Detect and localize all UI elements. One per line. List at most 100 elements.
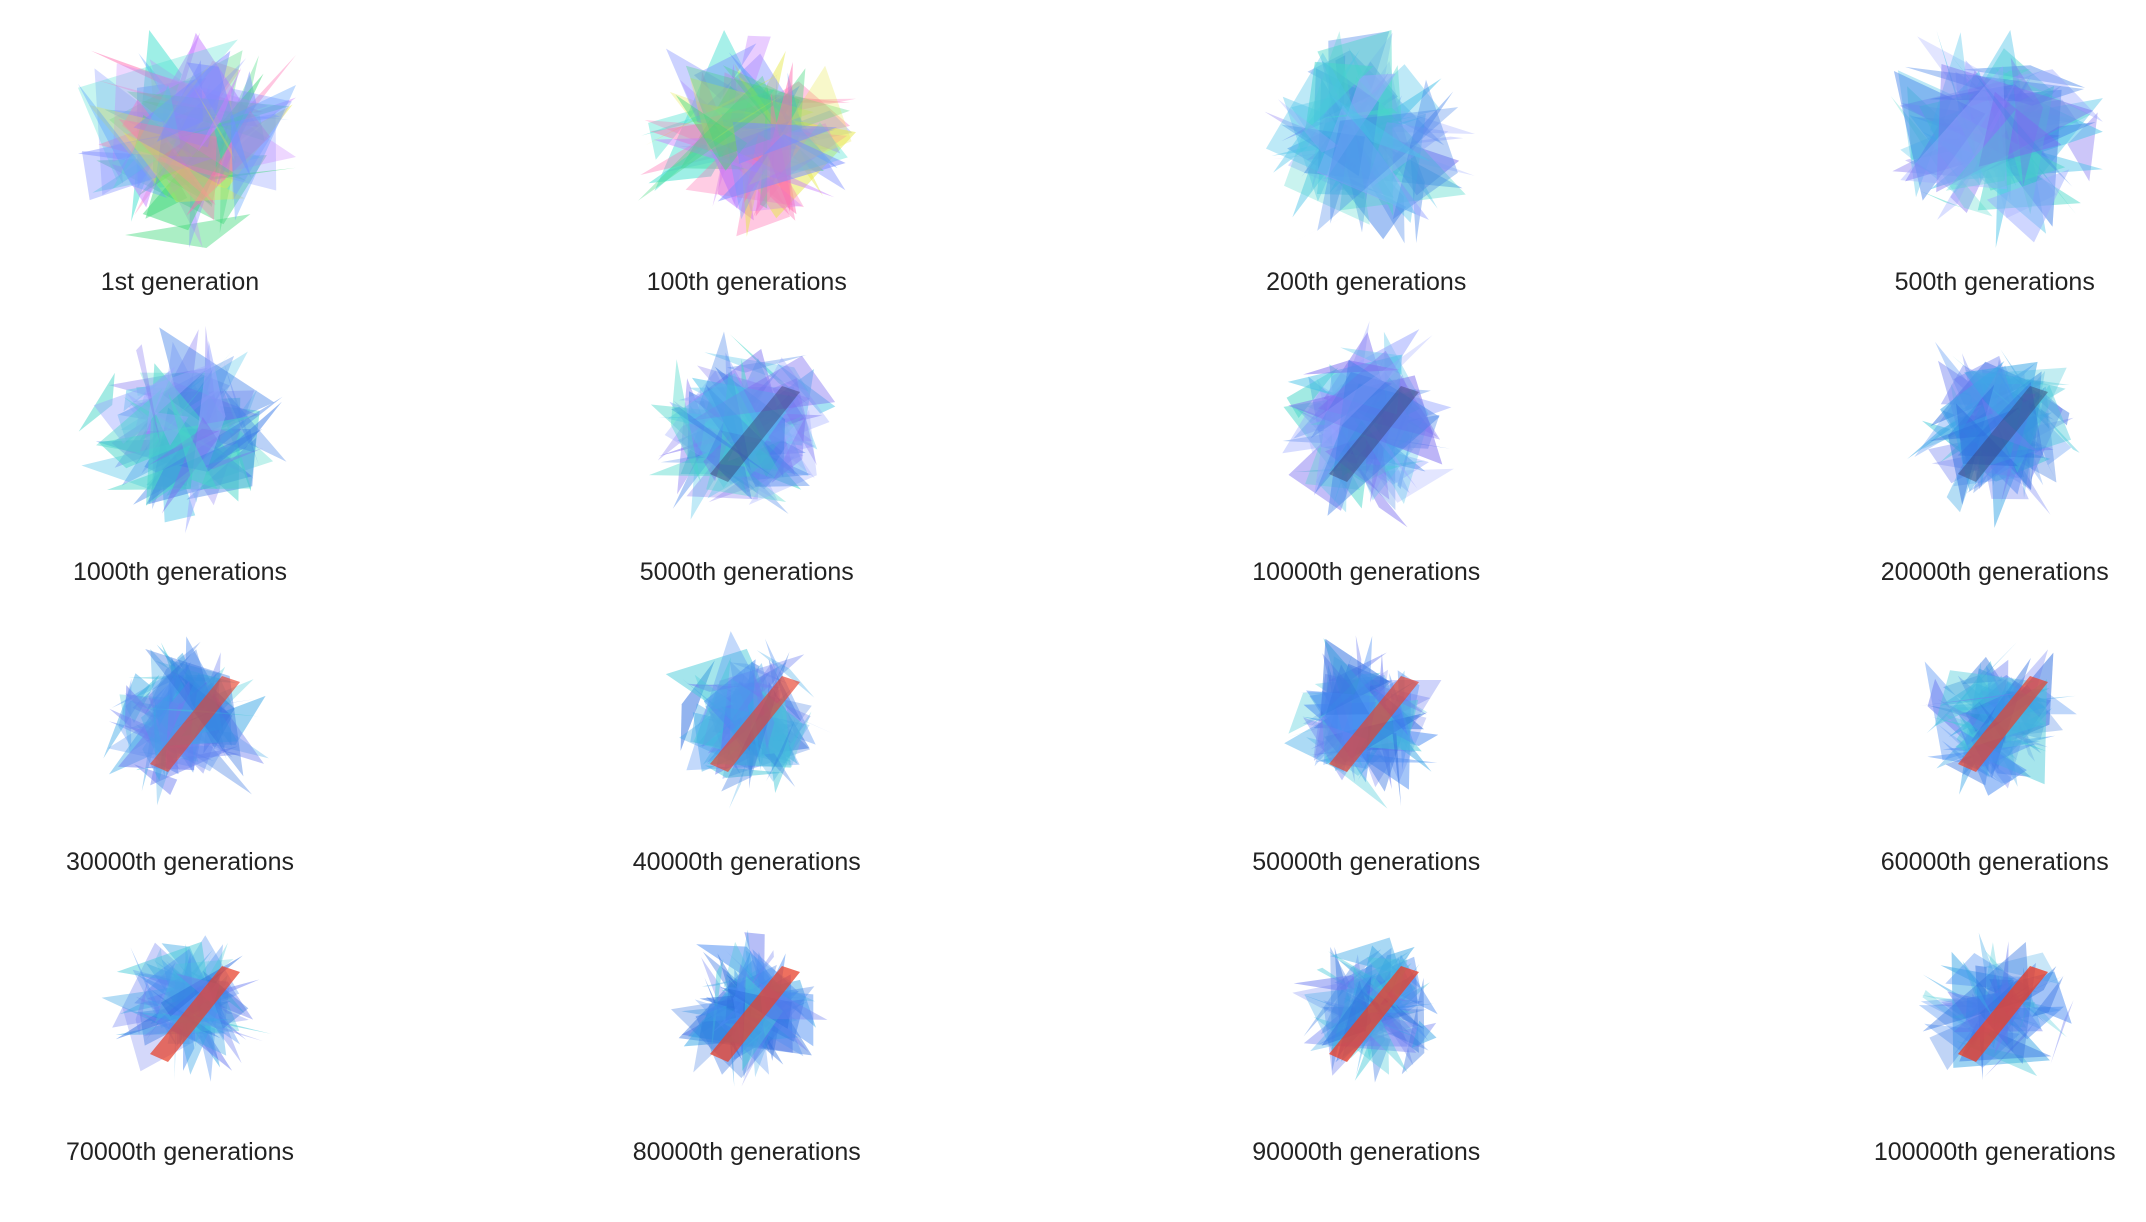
streak	[1957, 676, 2048, 772]
polygon	[670, 407, 777, 479]
polygon	[1392, 732, 1402, 806]
polygon	[664, 370, 778, 502]
polygon	[1929, 407, 2020, 441]
polygon	[1987, 385, 2071, 467]
streak	[150, 966, 240, 1062]
polygon	[1330, 461, 1399, 483]
generation-image	[1919, 641, 2077, 796]
polygon	[189, 80, 235, 162]
polygon	[1978, 91, 2062, 167]
polygon	[1325, 429, 1390, 500]
polygon	[186, 110, 271, 216]
polygon	[1988, 979, 2014, 1009]
polygon	[1281, 121, 1325, 142]
polygon	[2015, 394, 2049, 429]
gallery-item: 30000th generations	[0, 604, 537, 894]
polygon	[136, 344, 161, 444]
generation-image	[648, 331, 836, 520]
streak	[709, 966, 800, 1062]
polygon	[2030, 392, 2063, 480]
polygon	[147, 986, 221, 1039]
polygon	[708, 474, 750, 503]
streak	[1957, 386, 2048, 482]
generation-image	[637, 30, 856, 237]
generation-caption: 1st generation	[100, 268, 260, 296]
polygon	[706, 405, 752, 500]
gallery-item: 70000th generations	[0, 894, 537, 1184]
polygon	[1304, 986, 1371, 1055]
polygon	[134, 962, 176, 1006]
polygon	[1924, 661, 2000, 761]
polygon	[2000, 393, 2036, 503]
polygon	[1978, 932, 2007, 1018]
gallery-item: 80000th generations	[537, 894, 1074, 1184]
streak	[1329, 386, 1420, 482]
gallery-item: 50000th generations	[1073, 604, 1610, 894]
polygon	[2000, 85, 2054, 215]
generation-image	[1906, 341, 2080, 528]
polygon	[749, 952, 804, 1057]
polygon	[691, 377, 797, 461]
polygon	[117, 374, 209, 444]
polygon	[161, 642, 193, 734]
gallery-item: 200th generations	[1073, 24, 1610, 314]
polygon	[725, 950, 771, 994]
polygon	[202, 984, 240, 1034]
polygon	[108, 367, 209, 404]
polygon	[1953, 395, 2042, 492]
streak	[1329, 966, 1420, 1062]
polygon	[689, 77, 814, 151]
polygon	[1402, 977, 1425, 1075]
polygon	[1927, 678, 1969, 745]
polygon	[1399, 699, 1419, 740]
polygon	[775, 362, 836, 414]
polygon	[1946, 991, 2013, 1042]
polygon	[718, 371, 778, 470]
polygon	[156, 60, 203, 142]
gallery-item: 100th generations	[537, 24, 1074, 314]
polygon	[647, 109, 697, 160]
polygon	[1303, 360, 1401, 375]
polygon	[78, 83, 168, 198]
generation-caption: 500th generations	[1894, 268, 2095, 296]
polygon	[231, 88, 292, 201]
polygon	[1331, 994, 1372, 1052]
polygon	[1957, 675, 1993, 744]
polygon	[734, 929, 756, 1007]
polygon	[1961, 412, 2053, 460]
polygon	[223, 361, 260, 466]
polygon	[1955, 403, 2018, 467]
polygon	[142, 73, 264, 231]
polygon	[123, 384, 158, 412]
polygon	[1305, 335, 1433, 455]
generation-image	[103, 636, 269, 806]
polygon	[1326, 664, 1370, 715]
generation-image	[1284, 635, 1442, 809]
generation-caption: 200th generations	[1266, 268, 1467, 296]
generation-caption: 100000th generations	[1873, 1138, 2116, 1166]
polygon	[186, 62, 252, 178]
polygon	[703, 435, 730, 482]
polygon	[121, 427, 216, 486]
polygon	[230, 85, 296, 221]
generation-caption: 100th generations	[646, 268, 847, 296]
polygon	[1292, 976, 1376, 1018]
polygon	[699, 331, 751, 471]
polygon	[1921, 995, 2040, 1026]
polygon	[704, 352, 809, 392]
polygon	[1992, 977, 2000, 1010]
polygon	[1929, 1008, 1994, 1071]
generation-image	[78, 325, 287, 534]
polygon	[134, 383, 210, 432]
polygon	[148, 665, 179, 740]
polygon	[204, 448, 264, 470]
generation-caption: 90000th generations	[1252, 1138, 1481, 1166]
polygon	[744, 950, 774, 995]
polygon	[2010, 57, 2043, 186]
polygon	[1321, 989, 1373, 1035]
polygon	[78, 131, 180, 160]
polygon	[197, 67, 242, 153]
polygon	[1985, 665, 2006, 744]
polygon	[759, 982, 828, 1020]
